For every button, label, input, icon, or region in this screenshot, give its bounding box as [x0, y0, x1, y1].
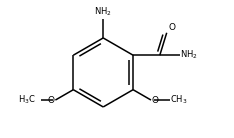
- Text: O: O: [48, 95, 55, 105]
- Text: O: O: [168, 23, 176, 32]
- Text: H$_3$C: H$_3$C: [18, 94, 36, 106]
- Text: NH$_2$: NH$_2$: [95, 6, 112, 18]
- Text: CH$_3$: CH$_3$: [171, 94, 188, 106]
- Text: NH$_2$: NH$_2$: [180, 49, 198, 61]
- Text: O: O: [152, 95, 159, 105]
